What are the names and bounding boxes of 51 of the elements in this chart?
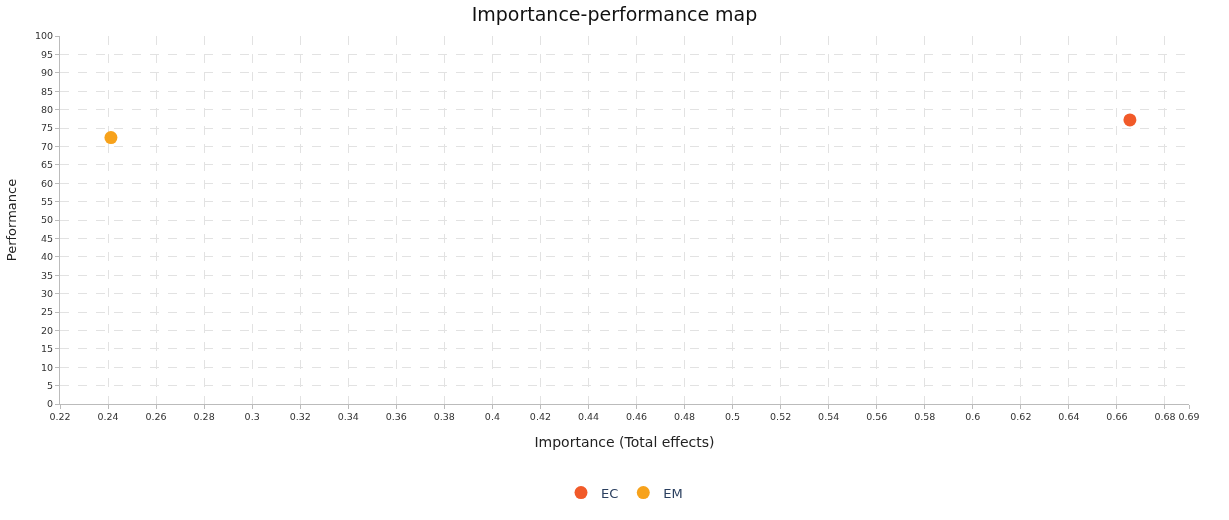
x-tick-label: 0.68	[1154, 411, 1176, 423]
y-tick-label: 60	[41, 177, 54, 189]
y-tick-label: 20	[41, 324, 54, 336]
x-tick-label: 0.24	[97, 411, 119, 423]
y-tick-label: 5	[47, 379, 54, 391]
x-tick-label: 0.32	[289, 411, 311, 423]
y-tick-label: 70	[41, 140, 54, 152]
y-tick-label: 30	[41, 287, 54, 299]
y-tick-label: 40	[41, 251, 54, 263]
y-tick-label: 55	[41, 195, 54, 207]
x-tick-label: 0.42	[529, 411, 552, 423]
x-tick-label: 0.22	[49, 411, 71, 423]
y-tick-label: 0	[47, 398, 54, 410]
x-tick-label: 0.56	[866, 411, 888, 423]
x-tick-label: 0.48	[673, 411, 696, 423]
x-tick-label: 0.58	[914, 411, 936, 423]
y-tick-label: 65	[41, 159, 54, 171]
y-tick-label: 75	[41, 122, 54, 134]
chart-title: Importance-performance map	[471, 3, 758, 26]
x-tick-label: 0.34	[337, 411, 359, 423]
x-tick-label: 0.5	[725, 411, 741, 423]
y-tick-label: 85	[41, 85, 54, 97]
x-tick-label: 0.36	[385, 411, 407, 423]
x-tick-label: 0.3	[244, 411, 260, 423]
y-tick-label: 90	[41, 67, 54, 79]
y-tick-label: 100	[34, 30, 54, 42]
x-tick-label: 0.52	[770, 411, 792, 423]
x-tick-label: 0.4	[484, 411, 500, 423]
x-tick-label: 0.26	[145, 411, 167, 423]
x-tick-label: 0.62	[1010, 411, 1032, 423]
x-tick-label: 0.6	[965, 411, 981, 423]
y-axis-title: Performance	[3, 178, 19, 262]
x-tick-label: 0.38	[433, 411, 455, 423]
y-tick-label: 15	[41, 343, 54, 355]
y-tick-label: 25	[41, 306, 54, 318]
y-tick-label: 95	[41, 48, 54, 60]
y-tick-label: 10	[41, 361, 54, 373]
x-axis-title: Importance (Total effects)	[534, 433, 715, 450]
x-tick-label: 0.66	[1106, 411, 1128, 423]
y-tick-label: 50	[41, 214, 54, 226]
x-tick-label: 0.69	[1178, 411, 1200, 423]
x-tick-label: 0.46	[625, 411, 648, 423]
y-tick-label: 45	[41, 232, 54, 244]
x-tick-label: 0.44	[577, 411, 600, 423]
x-tick-label: 0.28	[193, 411, 215, 423]
legend-label: EM	[663, 485, 683, 501]
y-tick-label: 80	[41, 103, 54, 115]
legend-label: EC	[601, 485, 619, 501]
y-tick-label: 35	[41, 269, 54, 281]
x-tick-label: 0.64	[1058, 411, 1080, 423]
x-tick-label: 0.54	[818, 411, 840, 423]
